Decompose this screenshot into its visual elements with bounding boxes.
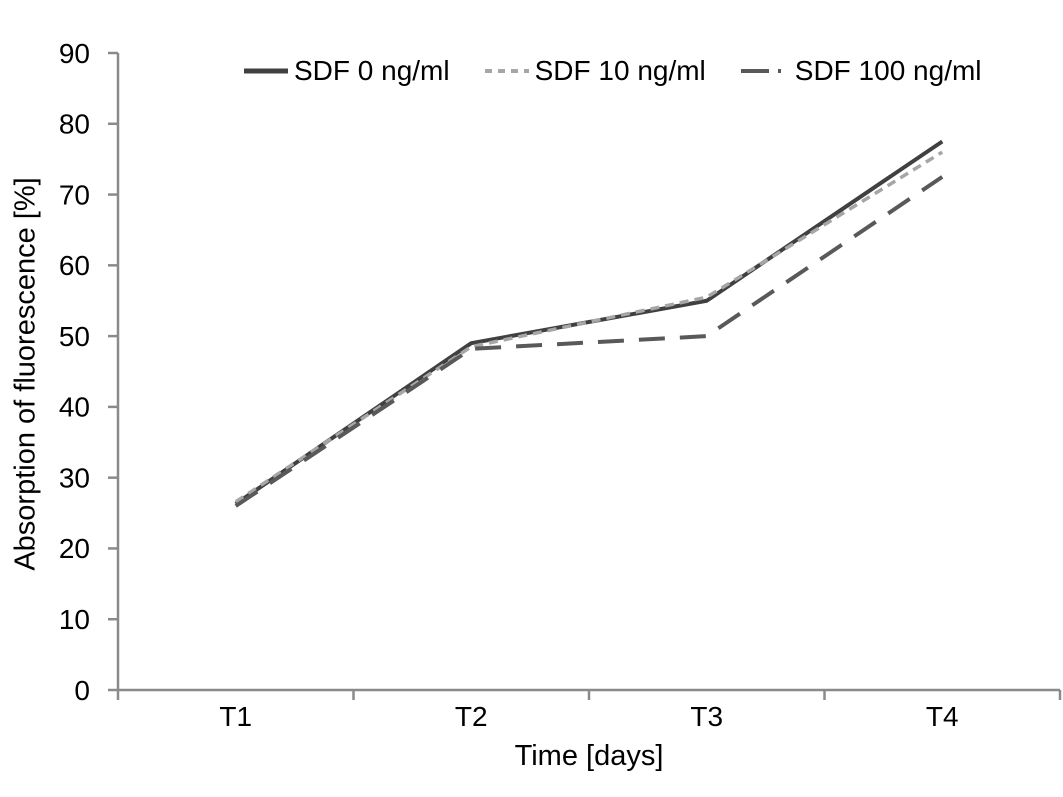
chart-legend: SDF 0 ng/ml SDF 10 ng/ml SDF 100 ng/ml xyxy=(243,57,982,85)
x-tick-label: T3 xyxy=(690,701,723,732)
y-tick-label: 10 xyxy=(59,604,90,635)
x-tick-label: T2 xyxy=(455,701,488,732)
x-tick-label: T4 xyxy=(926,701,959,732)
y-tick-label: 60 xyxy=(59,250,90,281)
y-tick-label: 70 xyxy=(59,179,90,210)
y-tick-label: 40 xyxy=(59,392,90,423)
y-tick-label: 0 xyxy=(74,675,90,706)
series-line-sdf-10-ng-ml xyxy=(234,150,944,504)
legend-swatch-long-dash-line-icon xyxy=(740,69,789,73)
series-line-sdf-100-ng-ml xyxy=(234,175,944,508)
y-tick-label: 90 xyxy=(59,38,90,69)
legend-swatch-short-dash-line-icon xyxy=(484,69,529,73)
legend-item-sdf-100: SDF 100 ng/ml xyxy=(740,57,982,85)
legend-label-sdf-10: SDF 10 ng/ml xyxy=(534,55,706,86)
x-axis-title: Time [days] xyxy=(514,740,664,772)
legend-item-sdf-0: SDF 0 ng/ml xyxy=(243,57,450,85)
legend-label-sdf-100: SDF 100 ng/ml xyxy=(794,55,982,86)
y-tick-label: 50 xyxy=(59,321,90,352)
y-axis-title: Absorption of fluorescence [%] xyxy=(9,177,42,571)
series-line-sdf-0-ng-ml xyxy=(234,139,944,506)
y-tick-label: 30 xyxy=(59,462,90,493)
y-tick-label: 20 xyxy=(59,533,90,564)
x-tick-label: T1 xyxy=(219,701,252,732)
legend-swatch-solid-line-icon xyxy=(244,68,288,74)
y-tick-label: 80 xyxy=(59,109,90,140)
legend-label-sdf-0: SDF 0 ng/ml xyxy=(294,55,450,86)
legend-item-sdf-10: SDF 10 ng/ml xyxy=(484,57,706,85)
